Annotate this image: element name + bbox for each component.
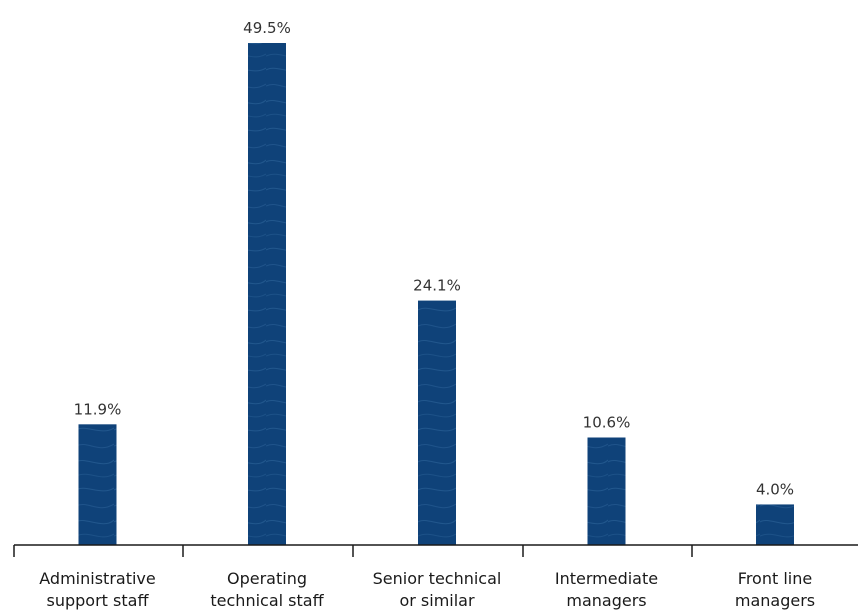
bar-3	[418, 300, 456, 545]
category-label-4: Intermediate managers	[555, 569, 658, 610]
category-label-5: Front line managers	[735, 569, 815, 610]
data-label-2: 49.5%	[243, 19, 291, 37]
bars-layer	[78, 43, 794, 545]
data-label-5: 4.0%	[756, 480, 794, 498]
category-label-2: Operating technical staff	[210, 569, 324, 610]
bar-5	[756, 504, 794, 545]
bar-4	[587, 437, 626, 545]
x-axis	[13, 544, 858, 557]
category-label-1: Administrative support staff	[39, 569, 155, 610]
bar-2	[248, 43, 286, 545]
category-labels-layer: Administrative support staff Operating tech…	[39, 569, 815, 610]
data-label-3: 24.1%	[413, 277, 461, 295]
value-labels-layer: 11.9% 49.5% 24.1% 10.6% 4.0%	[74, 19, 794, 498]
bar-1	[78, 424, 117, 545]
category-label-3: Senior technical or similar	[373, 569, 502, 610]
data-label-4: 10.6%	[583, 414, 631, 432]
data-label-1: 11.9%	[74, 400, 122, 418]
